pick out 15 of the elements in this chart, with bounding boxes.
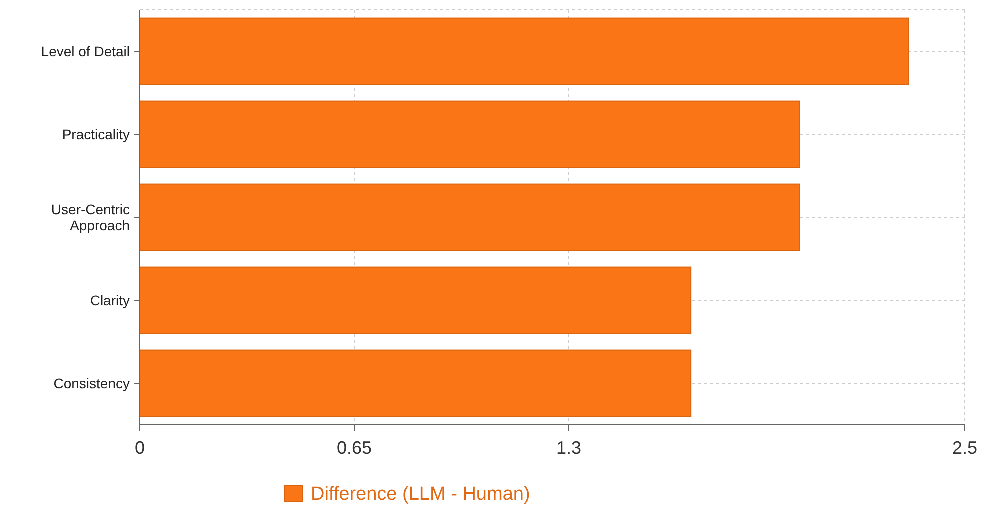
y-tick-label: Practicality xyxy=(62,126,130,142)
bar xyxy=(140,350,692,418)
bar xyxy=(140,100,800,168)
bar xyxy=(140,184,800,252)
x-tick-label: 1.3 xyxy=(556,438,582,458)
y-tick-label: Consistency xyxy=(54,376,130,392)
y-tick-label: Clarity xyxy=(90,292,130,308)
bar xyxy=(140,266,692,334)
x-tick-label: 0.65 xyxy=(336,438,372,458)
x-tick-label: 0 xyxy=(134,438,146,458)
legend-label: Difference (LLM - Human) xyxy=(311,484,530,505)
y-tick-label: Level of Detail xyxy=(41,44,130,60)
y-tick-label: User-Centric Approach xyxy=(51,202,130,234)
bar xyxy=(140,18,910,86)
x-tick-label: 2.5 xyxy=(952,438,978,458)
